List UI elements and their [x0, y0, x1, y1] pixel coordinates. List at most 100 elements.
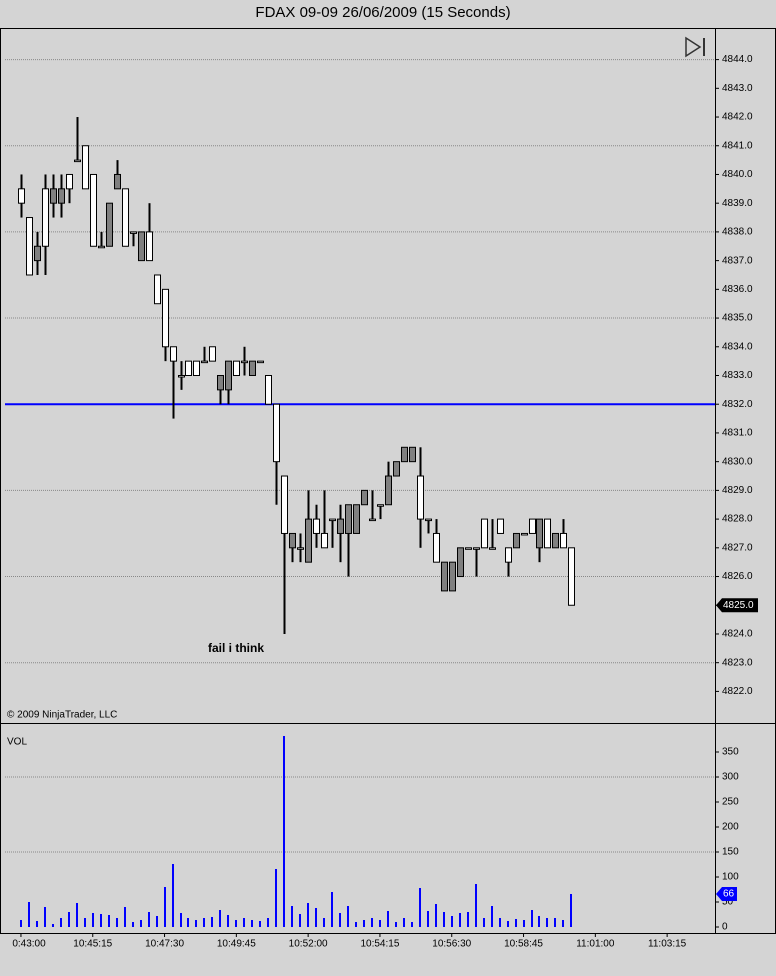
volume-bar	[60, 918, 62, 927]
candle-body	[321, 532, 328, 549]
volume-bar	[52, 924, 54, 927]
y-tick-label: 4824.0	[722, 629, 753, 640]
volume-bar	[475, 884, 477, 927]
candle-body	[122, 188, 129, 247]
candle-body	[241, 360, 248, 364]
candle-body	[201, 360, 208, 364]
y-tick-label: 250	[722, 797, 739, 808]
y-tick-label: 150	[722, 847, 739, 858]
candle-body	[345, 504, 352, 534]
volume-bar	[100, 914, 102, 927]
candle-body	[441, 561, 448, 592]
candle-body	[313, 518, 320, 534]
candle-body	[281, 475, 288, 534]
candle-body	[90, 173, 97, 247]
candle-body	[185, 360, 192, 377]
volume-bar	[467, 912, 469, 927]
candle-body	[233, 360, 240, 377]
y-tick-label: 4842.0	[722, 112, 753, 123]
candle-body	[217, 375, 224, 391]
volume-bar	[379, 920, 381, 927]
volume-bar	[299, 914, 301, 927]
candle-body	[265, 375, 272, 405]
candle-body	[66, 173, 73, 190]
last-price-label: 4825.0	[723, 600, 754, 611]
candle-body	[337, 518, 344, 534]
candle-body	[170, 346, 177, 362]
candle-body	[369, 518, 376, 522]
volume-bar	[219, 910, 221, 927]
volume-bar	[451, 916, 453, 927]
volume-bar	[411, 922, 413, 927]
y-tick-label: 4839.0	[722, 198, 753, 209]
y-tick-label: 4823.0	[722, 657, 753, 668]
y-tick-label: 4827.0	[722, 542, 753, 553]
volume-bar	[36, 921, 38, 927]
volume-bar	[251, 920, 253, 927]
y-tick-label: 300	[722, 772, 739, 783]
candle-body	[353, 504, 360, 534]
candle-body	[58, 188, 65, 204]
candle-body	[361, 489, 368, 506]
volume-bar	[427, 911, 429, 927]
volume-bar	[140, 920, 142, 927]
volume-bar	[546, 918, 548, 927]
candle-body	[377, 504, 384, 507]
candle-body	[26, 217, 33, 276]
volume-bar	[363, 920, 365, 927]
volume-bar	[68, 912, 70, 927]
volume-bar	[307, 903, 309, 927]
volume-bar	[28, 902, 30, 927]
volume-bar	[499, 918, 501, 927]
volume-bar	[76, 903, 78, 927]
volume-bar	[44, 907, 46, 927]
volume-bar	[195, 920, 197, 927]
y-tick-label: 4844.0	[722, 54, 753, 65]
y-tick-label: 4834.0	[722, 341, 753, 352]
x-tick-label: 11:01:00	[576, 939, 615, 950]
candle-body	[162, 288, 169, 348]
volume-bar	[172, 864, 174, 927]
volume-bar	[371, 918, 373, 927]
candle-body	[497, 518, 504, 534]
candle-body	[130, 231, 137, 234]
volume-bar	[523, 920, 525, 927]
x-tick-label: 10:45:15	[73, 939, 112, 950]
candle-body	[273, 403, 280, 463]
candle-body	[409, 446, 416, 463]
candle-body	[98, 245, 105, 249]
y-tick-label: 4843.0	[722, 83, 753, 94]
candle-body	[385, 475, 392, 506]
y-tick-label: 4840.0	[722, 169, 753, 180]
volume-bar	[259, 921, 261, 927]
volume-bar	[323, 918, 325, 927]
y-tick-label: 4838.0	[722, 227, 753, 238]
y-tick-label: 4837.0	[722, 255, 753, 266]
x-tick-label: 10:49:45	[217, 939, 256, 950]
candle-body	[529, 518, 536, 534]
candle-body	[465, 547, 472, 550]
volume-bar	[267, 918, 269, 927]
volume-bar	[84, 918, 86, 927]
candle-body	[521, 532, 528, 536]
y-tick-label: 50	[722, 897, 734, 908]
candle-body	[305, 518, 312, 563]
x-tick-label: 0:43:00	[12, 939, 46, 950]
candle-body	[146, 231, 153, 262]
last-volume-marker	[716, 887, 737, 901]
volume-bar	[570, 894, 572, 927]
copyright: © 2009 NinjaTrader, LLC	[7, 710, 117, 721]
y-tick-label: 4833.0	[722, 370, 753, 381]
volume-bar	[403, 918, 405, 927]
play-icon[interactable]	[685, 36, 705, 58]
volume-bar	[20, 920, 22, 927]
volume-bar	[92, 913, 94, 927]
volume-bar	[331, 892, 333, 927]
candle-body	[544, 518, 551, 549]
candle-body	[297, 547, 304, 550]
y-tick-label: 4831.0	[722, 428, 753, 439]
candle-body	[425, 518, 432, 522]
candle-body	[154, 274, 161, 305]
candle-body	[209, 346, 216, 362]
